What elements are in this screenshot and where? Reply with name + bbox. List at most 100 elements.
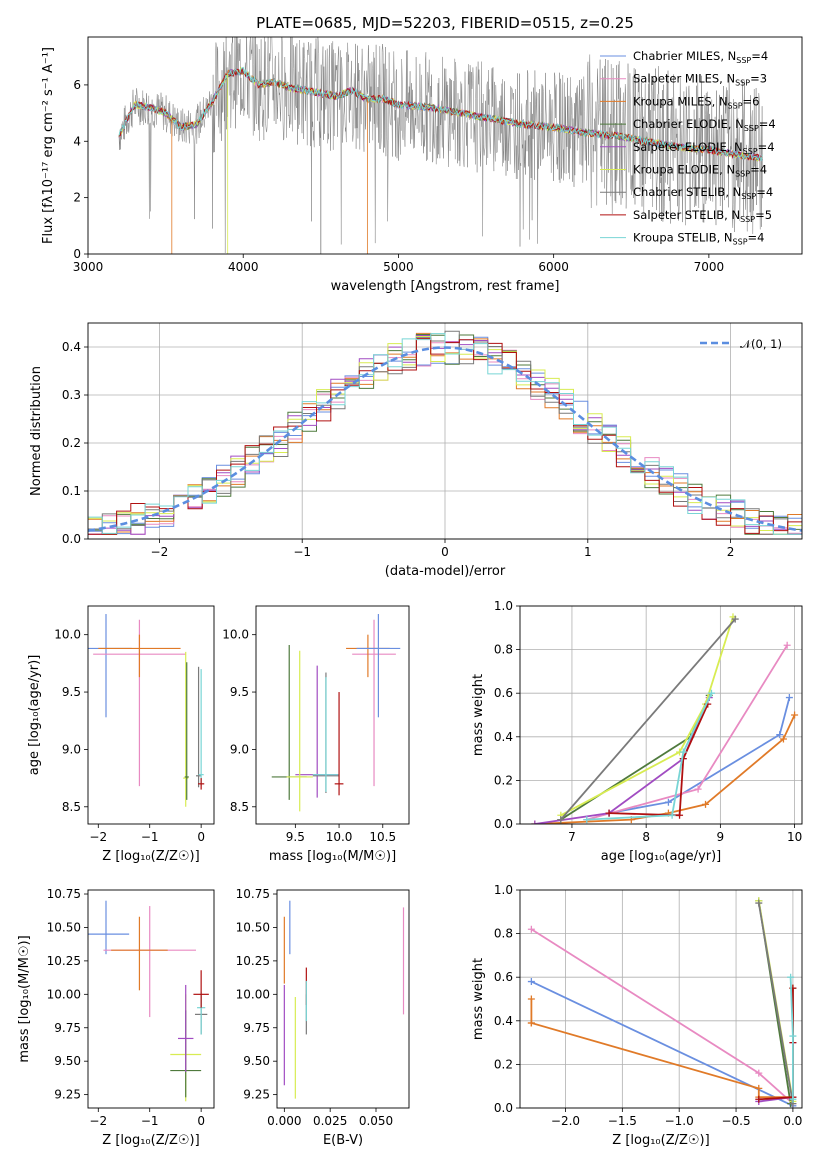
gaussian-legend-label: 𝒩(0, 1)	[740, 337, 782, 351]
weight-line	[608, 697, 791, 814]
y-tick-label: 8.5	[230, 800, 249, 814]
x-tick-label: −2	[89, 1114, 107, 1128]
x-axis-label: wavelength [Angstrom, rest frame]	[331, 279, 560, 294]
weight-line	[560, 618, 736, 821]
legend-nssp: =3	[750, 72, 767, 86]
y-tick-label: 9.50	[54, 1054, 81, 1068]
weight-marker	[694, 785, 702, 793]
y-tick-label: 0.8	[494, 643, 513, 657]
legend-sub: SSP	[743, 147, 758, 156]
errorbar-point	[183, 651, 189, 807]
legend-name: Kroupa ELODIE, N	[633, 163, 735, 177]
weight-marker	[557, 816, 565, 824]
weight-marker	[755, 1084, 763, 1092]
axes-frame	[87, 36, 803, 255]
weight-marker	[702, 800, 710, 808]
errorbar-point	[198, 669, 204, 787]
y-axis-label: mass weight	[471, 674, 486, 756]
mass-vs-ebv-frame: 0.000 0.025 0.050 9.25 9.50 9.75 10.00 10.25 10.…	[236, 887, 410, 1148]
x-tick-label: 3000	[73, 260, 104, 274]
legend-label: Salpeter ELODIE, NSSP=4	[633, 140, 775, 156]
x-tick-label: 9	[717, 830, 725, 844]
age-vs-mass-plot-area	[271, 614, 401, 812]
weight-marker	[755, 1069, 763, 1077]
legend-sub: SSP	[735, 79, 750, 88]
y-axis-label: mass weight	[471, 958, 486, 1040]
x-tick-label: 0	[441, 545, 449, 559]
y-tick-label: 0.1	[62, 484, 81, 498]
legend-label: Chabrier STELIB, NSSP=4	[633, 185, 773, 201]
errorbar-point	[352, 619, 396, 787]
weight-vs-age-plot-area	[531, 613, 799, 824]
y-tick-label: 0.4	[494, 730, 513, 744]
histogram-axes: −2 −1 0 1 2 0.0 0.1 0.2 0.3 0.4 (data-model)/error…	[29, 322, 803, 579]
x-tick-label: −1.0	[665, 1114, 694, 1128]
axes-frame	[276, 889, 410, 1109]
mass-vs-z-axes: −2 −1 0 9.25 9.50 9.75 10.00 10.25 10.50 10.75 Z […	[17, 887, 215, 1148]
y-tick-label: 9.0	[230, 742, 249, 756]
weight-marker	[531, 820, 539, 824]
x-tick-label: −2	[151, 545, 169, 559]
y-tick-label: 10.75	[236, 887, 270, 901]
y-tick-label: 10.25	[47, 954, 81, 968]
weight-marker	[707, 689, 715, 697]
weight-line	[530, 999, 793, 1098]
errorbar-point	[196, 666, 202, 788]
legend-nssp: =6	[743, 94, 760, 108]
legend-label: Chabrier MILES, NSSP=4	[633, 49, 768, 65]
age-vs-z-plot-area	[88, 614, 205, 807]
weight-marker	[755, 1095, 763, 1103]
x-tick-label: 8	[642, 830, 650, 844]
x-tick-label: −2	[89, 830, 107, 844]
legend-name: Kroupa STELIB, N	[633, 231, 733, 245]
y-tick-label: 9.25	[243, 1088, 270, 1102]
y-tick-label: 10.50	[236, 920, 270, 934]
y-axis-label: Flux [fλ10⁻¹⁷ erg cm⁻² s⁻¹ A⁻¹]	[41, 47, 56, 244]
weight-marker	[731, 615, 739, 623]
x-axis-label: Z [log₁₀(Z/Z☉)]	[612, 1133, 709, 1148]
legend-label: Kroupa ELODIE, NSSP=4	[633, 163, 767, 179]
x-tick-label: 0.0	[783, 1114, 802, 1128]
x-tick-label: 2	[727, 545, 735, 559]
legend-label: Chabrier ELODIE, NSSP=4	[633, 117, 776, 133]
spectrum-axes: 3000 4000 5000 6000 7000 0 2 4 6 wavelength [Angs…	[41, 36, 803, 294]
weight-vs-z-frame: −2.0 −1.5 −1.0 −0.5 0.0 0.0 0.2 0.4 0.6 0.8 1.0 Z […	[471, 883, 802, 1148]
weight-line	[534, 714, 796, 824]
legend-name: Chabrier STELIB, N	[633, 185, 741, 199]
legend-sub: SSP	[728, 101, 743, 110]
y-axis-label: Normed distribution	[29, 366, 44, 496]
x-axis-label: Z [log₁₀(Z/Z☉)]	[102, 849, 199, 864]
y-tick-label: 9.5	[230, 685, 249, 699]
y-tick-label: 0.0	[494, 817, 513, 831]
weight-marker	[527, 995, 535, 1003]
y-tick-label: 0.4	[494, 1014, 513, 1028]
x-tick-label: 6000	[538, 260, 569, 274]
age-vs-z-axes: −2 −1 0 8.5 9.0 9.5 10.0 Z [log₁₀(Z/Z☉)] age [lo…	[27, 605, 215, 864]
y-tick-label: 0.6	[494, 970, 513, 984]
spectrum-frame: 3000 4000 5000 6000 7000 0 2 4 6 wavelength [Angs…	[41, 36, 803, 294]
errorbar-point	[178, 984, 194, 1072]
errorbar-point	[111, 916, 168, 991]
y-tick-label: 0.6	[494, 686, 513, 700]
y-tick-label: 0.8	[494, 927, 513, 941]
figure-title: PLATE=0685, MJD=52203, FIBERID=0515, z=0…	[256, 14, 634, 32]
x-tick-label: −1	[141, 1114, 159, 1128]
weight-marker	[789, 1095, 797, 1103]
x-axis-label: mass [log₁₀(M/M☉)]	[269, 849, 396, 864]
x-axis-label: (data-model)/error	[385, 564, 506, 579]
model-spectrum	[118, 66, 763, 162]
x-tick-label: 0	[197, 1114, 205, 1128]
weight-marker	[787, 973, 795, 981]
legend-nssp: =4	[759, 117, 776, 131]
weight-line	[609, 703, 709, 817]
weight-line	[560, 616, 734, 817]
x-tick-label: 4000	[228, 260, 259, 274]
legend-nssp: =5	[755, 208, 772, 222]
x-tick-label: 0	[197, 830, 205, 844]
x-tick-label: −1	[141, 830, 159, 844]
errorbar-point	[286, 650, 313, 812]
y-tick-label: 9.5	[62, 685, 81, 699]
x-tick-label: 7000	[694, 260, 725, 274]
y-tick-label: 0.2	[494, 773, 513, 787]
x-tick-label: 1	[584, 545, 592, 559]
